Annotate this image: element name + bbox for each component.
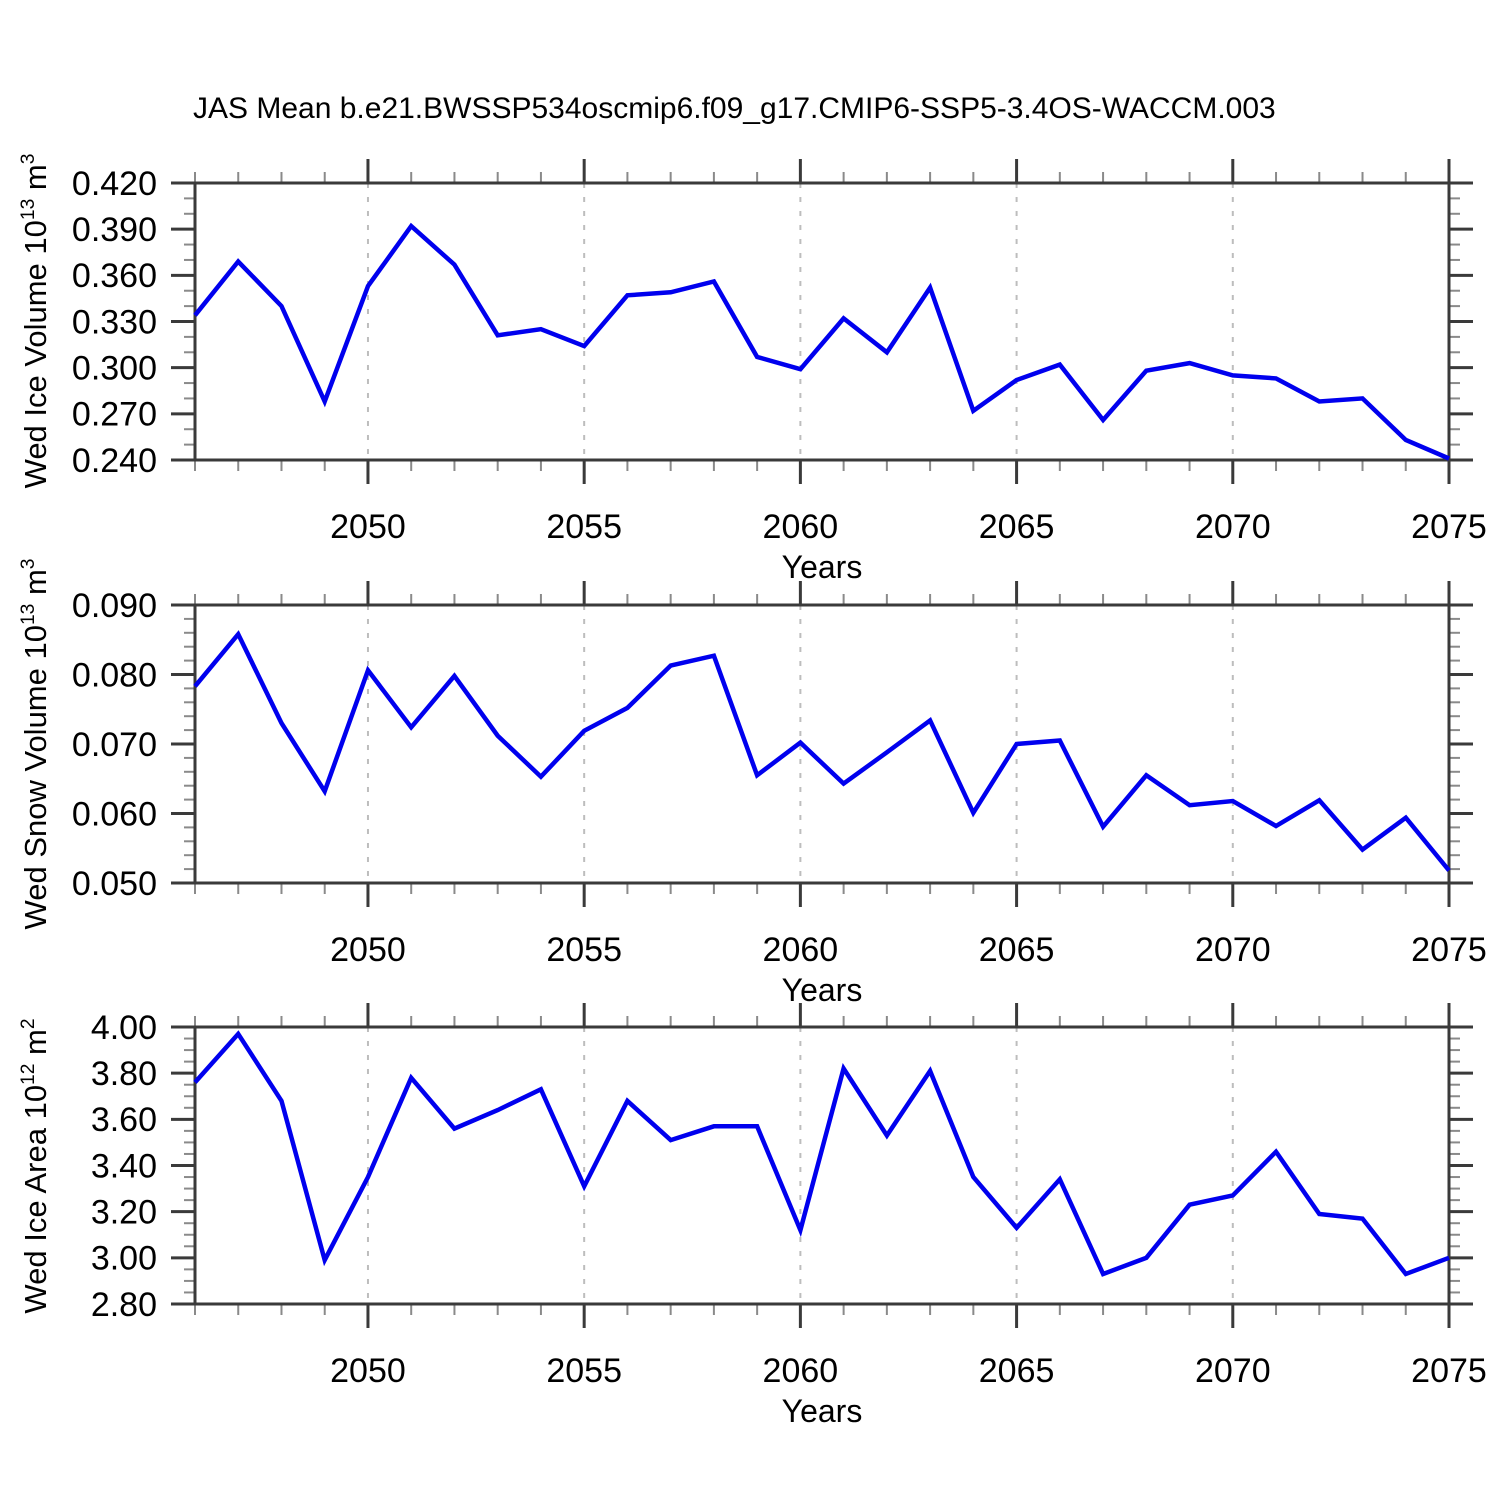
y-major-ticks	[171, 181, 1473, 462]
plot-border	[193, 181, 1451, 462]
y-minor-ticks	[184, 617, 1460, 871]
y-tick-label: 0.330	[72, 303, 157, 341]
chart-title: JAS Mean b.e21.BWSSP534oscmip6.f09_g17.C…	[193, 92, 1276, 125]
x-minor-ticks	[194, 1016, 1407, 1315]
y-tick-label: 0.050	[72, 865, 157, 903]
y-tick-label: 0.240	[72, 442, 157, 480]
data-line	[193, 222, 1450, 461]
x-tick-label: 2065	[979, 931, 1055, 969]
y-tick-label: 0.360	[72, 257, 157, 295]
x-axis-title: Years	[782, 1393, 863, 1429]
x-tick-labels: 2050 2055 2060 2065 2070 2075	[330, 508, 1487, 546]
y-tick-labels: 0.050 0.060 0.070 0.080 0.090	[72, 587, 157, 903]
y-tick-label: 3.20	[91, 1194, 157, 1232]
data-line	[193, 630, 1451, 872]
x-minor-ticks	[194, 172, 1407, 471]
y-tick-label: 0.080	[72, 656, 157, 694]
x-tick-labels: 2050 2055 2060 2065 2070 2075	[330, 931, 1487, 969]
y-tick-label: 0.390	[72, 211, 157, 249]
y-tick-label: 0.300	[72, 350, 157, 388]
x-tick-label: 2055	[546, 508, 622, 546]
x-minor-ticks	[194, 594, 1407, 894]
y-tick-label: 0.420	[72, 165, 157, 203]
x-major-ticks	[366, 159, 1451, 484]
y-tick-label: 0.270	[72, 396, 157, 434]
ice-area-chart: 2.80 3.00 3.20 3.40 3.60 3.80 4.00 2050 2055 2060…	[91, 1003, 1487, 1429]
x-major-ticks	[366, 1003, 1451, 1328]
y-tick-label: 2.80	[91, 1286, 157, 1324]
y-tick-label: 3.40	[91, 1147, 157, 1185]
x-tick-label: 2060	[763, 1352, 839, 1390]
x-tick-label: 2070	[1195, 1352, 1271, 1390]
x-axis-title-text: Years	[782, 972, 863, 1008]
y-tick-label: 3.60	[91, 1101, 157, 1139]
gridlines	[366, 1027, 1234, 1304]
x-major-ticks	[366, 581, 1451, 907]
x-tick-label: 2055	[546, 1352, 622, 1390]
x-axis-title-text: Years	[782, 549, 863, 585]
plot-border	[193, 1025, 1451, 1306]
y-tick-label: 4.00	[91, 1009, 157, 1047]
x-tick-label: 2075	[1411, 1352, 1487, 1390]
snow-volume-chart: 0.050 0.060 0.070 0.080 0.090 2050 2055 2060 206…	[72, 581, 1487, 1008]
y-major-ticks	[171, 603, 1473, 885]
x-tick-label: 2065	[979, 508, 1055, 546]
data-line	[193, 1030, 1450, 1277]
y-major-ticks	[171, 1025, 1473, 1306]
y-tick-label: 3.80	[91, 1055, 157, 1093]
y-tick-label: 0.070	[72, 726, 157, 764]
x-tick-labels: 2050 2055 2060 2065 2070 2075	[330, 1352, 1487, 1390]
x-tick-label: 2065	[979, 1352, 1055, 1390]
y-tick-labels: 2.80 3.00 3.20 3.40 3.60 3.80 4.00	[91, 1009, 157, 1324]
x-tick-label: 2075	[1411, 931, 1487, 969]
y-tick-label: 0.060	[72, 795, 157, 833]
x-axis-title-text: Years	[782, 1393, 863, 1429]
x-axis-title: Years	[782, 972, 863, 1008]
y-tick-labels: 0.240 0.270 0.300 0.330 0.360 0.390 0.420	[72, 165, 157, 480]
x-axis-title: Years	[782, 549, 863, 585]
y-tick-label: 3.00	[91, 1240, 157, 1278]
gridlines	[366, 183, 1234, 460]
gridlines	[366, 605, 1234, 883]
x-tick-label: 2060	[763, 931, 839, 969]
x-tick-label: 2075	[1411, 508, 1487, 546]
x-tick-label: 2060	[763, 508, 839, 546]
y-minor-ticks	[184, 197, 1460, 446]
x-tick-label: 2050	[330, 931, 406, 969]
y-tick-label: 0.090	[72, 587, 157, 625]
x-tick-label: 2050	[330, 508, 406, 546]
plot-border	[193, 603, 1451, 885]
x-tick-label: 2070	[1195, 508, 1271, 546]
x-tick-label: 2070	[1195, 931, 1271, 969]
x-tick-label: 2055	[546, 931, 622, 969]
x-tick-label: 2050	[330, 1352, 406, 1390]
y-minor-ticks	[184, 1037, 1460, 1294]
